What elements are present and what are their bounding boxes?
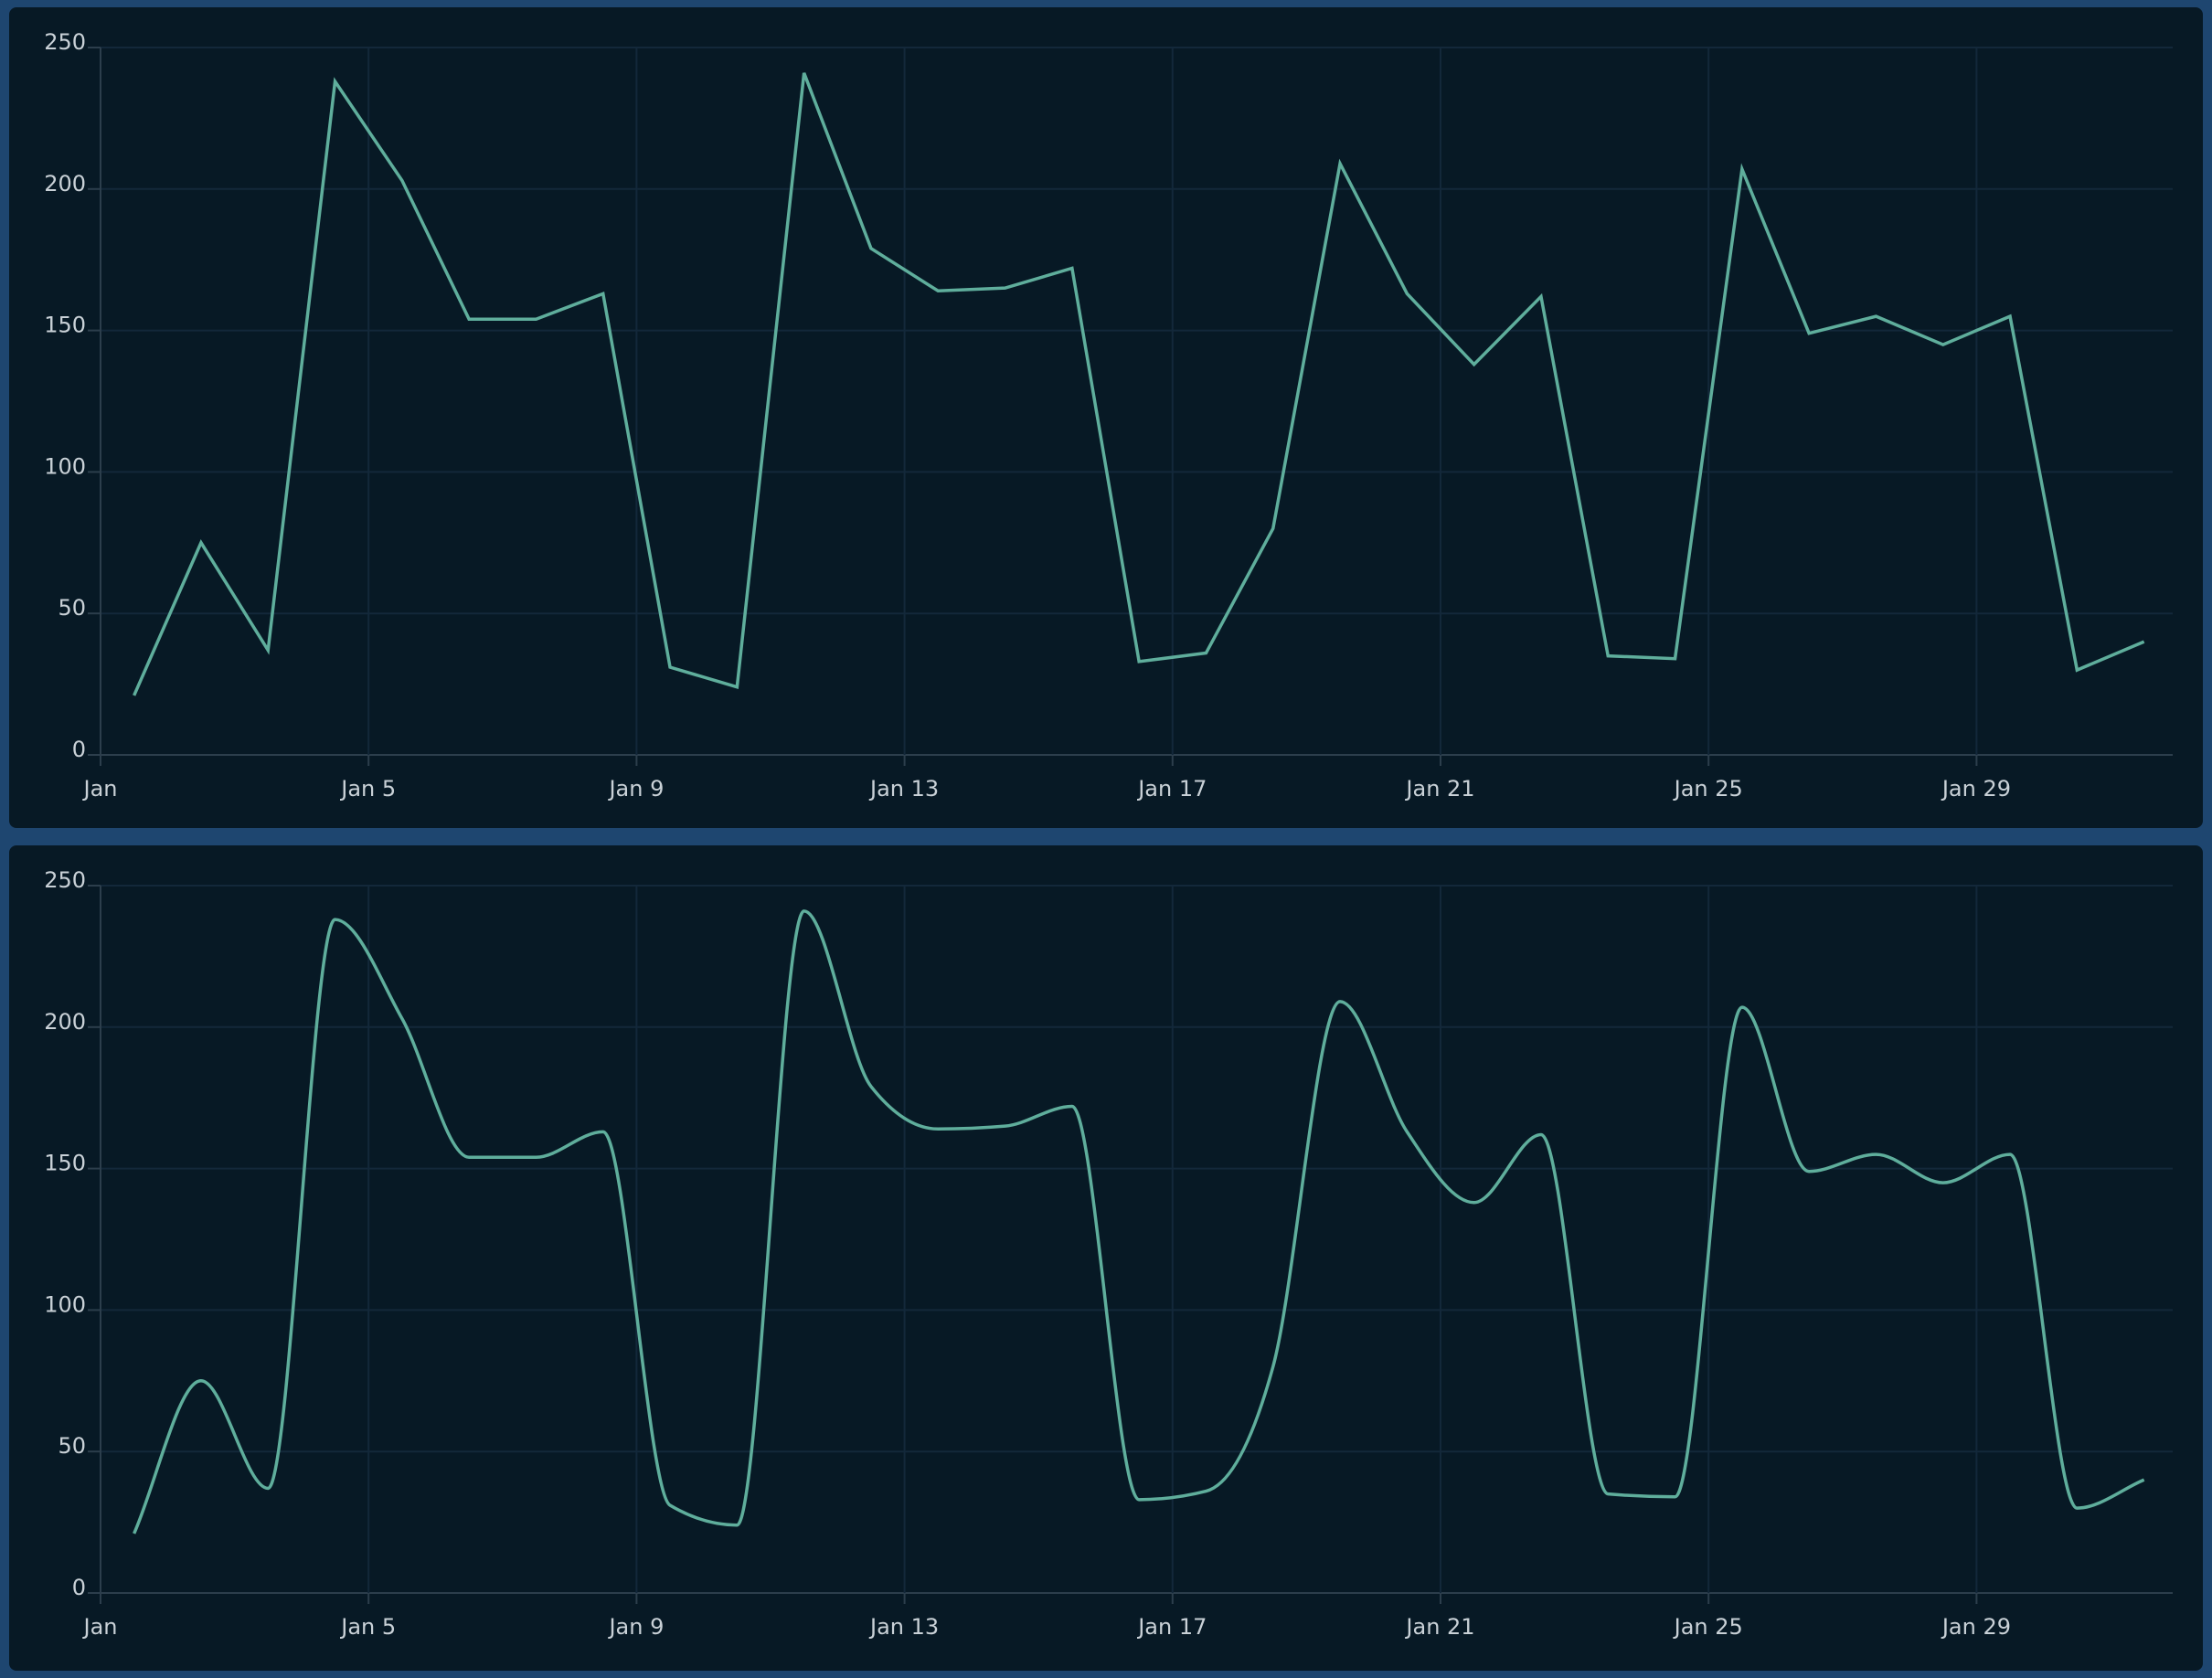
y-tick-label: 0 <box>72 1575 86 1600</box>
x-tick-label: Jan <box>82 1614 118 1640</box>
y-tick-label: 250 <box>44 29 86 55</box>
y-tick-label: 150 <box>44 1151 86 1176</box>
series-line <box>133 72 2145 696</box>
y-tick-label: 150 <box>44 313 86 338</box>
x-tick-label: Jan 17 <box>1136 1614 1207 1640</box>
x-tick-label: Jan 5 <box>339 1614 396 1640</box>
chart-panel-linear: 0 50 100 150 200 250 Jan Jan 5 Jan 9 Jan 13 Jan 17… <box>9 7 2203 828</box>
x-tick-label: Jan 29 <box>1941 1614 2011 1640</box>
line-chart-linear: 0 50 100 150 200 250 Jan Jan 5 Jan 9 Jan 13 Jan 17… <box>44 29 2173 802</box>
x-tick-label: Jan 13 <box>868 776 939 802</box>
y-tick-label: 200 <box>44 171 86 196</box>
x-tick-label: Jan 25 <box>1673 1614 1743 1640</box>
x-tick-label: Jan 21 <box>1404 1614 1474 1640</box>
x-tick-label: Jan <box>82 776 118 802</box>
y-tick-label: 100 <box>44 453 86 479</box>
x-tick-label: Jan 9 <box>607 1614 664 1640</box>
chart-panel-smooth: 0 50 100 150 200 250 Jan Jan 5 Jan 9 Jan 13 Jan 17… <box>9 845 2203 1671</box>
x-tick-label: Jan 5 <box>339 776 396 802</box>
x-tick-label: Jan 17 <box>1136 776 1207 802</box>
x-tick-label: Jan 9 <box>607 776 664 802</box>
series-line <box>133 909 2145 1535</box>
x-tick-label: Jan 13 <box>868 1614 939 1640</box>
y-tick-label: 50 <box>58 595 86 621</box>
line-chart-smooth: 0 50 100 150 200 250 Jan Jan 5 Jan 9 Jan 13 Jan 17… <box>44 867 2173 1640</box>
y-tick-label: 50 <box>58 1433 86 1459</box>
y-tick-label: 0 <box>72 737 86 762</box>
y-tick-label: 100 <box>44 1291 86 1317</box>
y-tick-label: 250 <box>44 867 86 893</box>
x-tick-label: Jan 29 <box>1941 776 2011 802</box>
x-tick-label: Jan 21 <box>1404 776 1474 802</box>
y-tick-label: 200 <box>44 1009 86 1035</box>
x-tick-label: Jan 25 <box>1673 776 1743 802</box>
